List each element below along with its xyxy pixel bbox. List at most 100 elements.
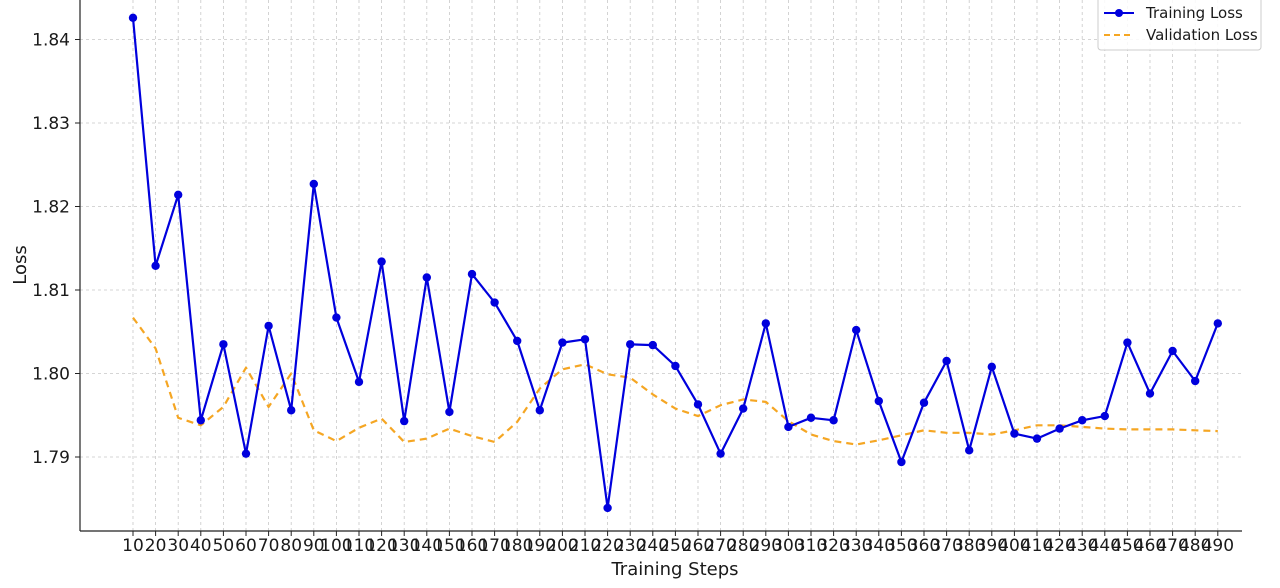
data-point-training-loss [829,416,838,425]
data-point-training-loss [151,261,160,270]
x-tick-label: 350 [885,536,917,556]
x-tick-label: 120 [365,536,397,556]
y-tick-label: 1.83 [32,114,70,134]
x-tick-label: 110 [343,536,375,556]
x-tick-label: 430 [1066,536,1098,556]
data-point-training-loss [874,396,883,406]
x-tick-label: 360 [908,536,940,556]
data-point-training-loss [535,406,544,415]
data-point-training-loss [354,377,364,387]
data-point-training-loss [1123,338,1132,347]
x-tick-label: 180 [501,536,533,556]
data-point-training-loss [1145,389,1155,398]
y-tick-label: 1.80 [32,365,70,385]
series-line-validation-loss [132,316,1218,446]
x-tick-label: 310 [795,536,827,556]
data-point-training-loss [196,416,205,425]
y-tick-label: 1.79 [32,448,70,468]
data-point-training-loss [671,361,680,371]
data-point-training-loss [467,269,477,279]
data-point-training-loss [580,335,590,344]
data-point-training-loss [987,362,996,372]
x-tick-label: 130 [388,536,420,556]
x-tick-label: 80 [280,536,302,556]
data-point-training-loss [806,413,816,422]
data-point-training-loss [1168,346,1177,356]
data-point-training-loss [716,449,725,458]
data-point-training-loss [128,13,138,22]
data-point-training-loss [1213,319,1223,328]
x-tick-label: 30 [167,536,189,556]
x-tick-label: 290 [750,536,782,556]
legend: Training Loss Validation Loss [1097,0,1262,51]
legend-marker-training-loss [1115,9,1123,17]
x-tick-label: 280 [727,536,759,556]
x-tick-label: 440 [1089,536,1121,556]
x-tick-label: 40 [190,536,212,556]
x-tick-label: 400 [998,536,1030,556]
x-tick-label: 160 [456,536,488,556]
data-point-training-loss [761,319,770,328]
data-point-training-loss [558,338,567,347]
x-tick-label: 240 [637,536,669,556]
data-point-training-loss [693,400,703,409]
x-tick-label: 220 [591,536,623,556]
x-tick-label: 70 [258,536,280,556]
x-tick-label: 170 [478,536,510,556]
data-point-training-loss [897,457,906,467]
y-axis-label: Loss [10,245,31,284]
data-point-training-loss [287,406,296,415]
x-tick-label: 340 [863,536,895,556]
data-point-training-loss [739,404,748,413]
x-tick-label: 330 [840,536,872,556]
data-point-training-loss [1191,376,1200,386]
x-tick-label: 320 [817,536,849,556]
axes [79,0,1242,532]
x-tick-label: 470 [1156,536,1188,556]
x-tick-label: 140 [411,536,443,556]
y-tick-label: 1.84 [32,31,70,51]
data-point-training-loss [942,356,951,366]
x-tick-label: 190 [524,536,556,556]
x-tick-label: 260 [682,536,714,556]
x-tick-label: 150 [433,536,465,556]
x-tick-label: 250 [659,536,691,556]
data-point-training-loss [603,503,612,513]
x-tick-label: 200 [546,536,578,556]
data-point-training-loss [784,422,793,432]
y-tick-label: 1.82 [32,198,70,218]
data-point-training-loss [445,407,454,417]
x-tick-label: 410 [1021,536,1053,556]
x-tick-label: 420 [1043,536,1075,556]
x-tick-label: 390 [976,536,1008,556]
data-point-training-loss [513,336,522,346]
data-point-training-loss [422,273,431,282]
data-point-training-loss [852,325,861,335]
x-tick-label: 380 [953,536,985,556]
x-tick-label: 210 [569,536,601,556]
x-tick-label: 460 [1134,536,1166,556]
x-tick-label: 480 [1179,536,1211,556]
data-point-training-loss [264,321,273,331]
series [128,13,1223,513]
y-tick-label: 1.81 [32,281,70,301]
x-tick-label: 90 [303,536,325,556]
x-tick-label: 10 [122,536,144,556]
data-point-training-loss [309,179,318,189]
data-point-training-loss [1055,424,1064,433]
data-point-training-loss [174,190,183,200]
x-tick-label: 300 [772,536,804,556]
data-point-training-loss [626,340,635,349]
data-point-training-loss [648,340,657,350]
x-tick-label: 20 [145,536,167,556]
data-point-training-loss [332,313,341,322]
data-point-training-loss [1078,416,1087,425]
x-tick-label: 50 [213,536,235,556]
data-point-training-loss [1100,411,1110,421]
x-axis-label: Training Steps [610,559,738,580]
x-tick-label: 230 [614,536,646,556]
grid [80,0,1242,531]
x-tick-label: 370 [930,536,962,556]
data-point-training-loss [490,298,499,307]
